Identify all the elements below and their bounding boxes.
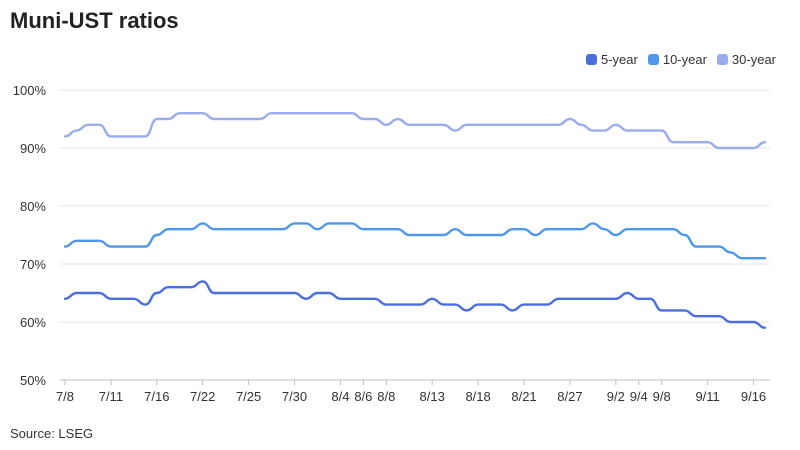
- x-tick-label: 7/11: [99, 389, 123, 404]
- y-tick-label: 100%: [13, 83, 47, 98]
- x-tick-label: 9/11: [695, 389, 719, 404]
- x-tick-label: 7/22: [190, 389, 215, 404]
- x-tick-label: 7/30: [282, 389, 307, 404]
- source-note: Source: LSEG: [10, 426, 94, 441]
- legend-swatch-30-year: [716, 54, 728, 65]
- x-tick-label: 9/8: [653, 389, 671, 404]
- y-tick-label: 90%: [20, 141, 46, 156]
- x-tick-label: 9/4: [630, 389, 648, 404]
- x-tick-label: 8/21: [511, 389, 536, 404]
- x-tick-label: 9/16: [741, 389, 766, 404]
- series-line-5-year: [63, 280, 767, 329]
- legend-label-5-year: 5-year: [600, 52, 638, 67]
- y-tick-label: 60%: [20, 315, 46, 330]
- x-tick-label: 7/16: [144, 389, 169, 404]
- series-line-30-year: [63, 111, 767, 150]
- x-tick-label: 8/27: [557, 389, 582, 404]
- y-tick-label: 80%: [20, 199, 46, 214]
- x-tick-label: 8/6: [354, 389, 372, 404]
- legend-label-10-year: 10-year: [662, 52, 707, 67]
- legend: 5-year 10-year 30-year: [585, 52, 776, 67]
- legend-swatch-5-year: [585, 54, 597, 65]
- legend-item-30-year[interactable]: 30-year: [716, 52, 776, 67]
- legend-item-10-year[interactable]: 10-year: [647, 52, 707, 67]
- series-line-10-year: [63, 222, 767, 260]
- y-tick-label: 50%: [20, 373, 46, 388]
- x-tick-label: 8/8: [377, 389, 395, 404]
- x-tick-label: 8/18: [465, 389, 490, 404]
- legend-label-30-year: 30-year: [731, 52, 776, 67]
- y-tick-label: 70%: [20, 257, 46, 272]
- chart-title: Muni-UST ratios: [10, 8, 179, 33]
- x-tick-label: 8/13: [420, 389, 445, 404]
- x-tick-label: 7/25: [236, 389, 261, 404]
- x-tick-label: 9/2: [607, 389, 625, 404]
- legend-swatch-10-year: [647, 54, 659, 65]
- legend-item-5-year[interactable]: 5-year: [585, 52, 638, 67]
- x-tick-label: 7/8: [56, 389, 74, 404]
- x-tick-label: 8/4: [331, 389, 349, 404]
